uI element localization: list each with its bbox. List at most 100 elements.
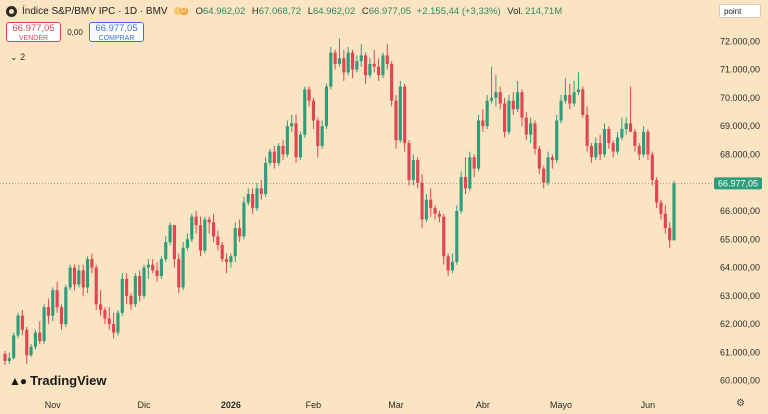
candle (385, 44, 389, 70)
candle (546, 151, 550, 186)
time-axis[interactable]: Nov Dic 2026 Feb Mar Abr Mayo Jun (45, 400, 655, 410)
candle-body (385, 55, 389, 64)
sell-button[interactable]: 66.977,05 VENDER (6, 22, 61, 42)
price-tick-label: 63.000,00 (720, 291, 760, 301)
candle (103, 307, 107, 325)
candle (350, 49, 355, 79)
candle (390, 61, 394, 107)
candle-body (194, 216, 198, 226)
candle-body (485, 100, 489, 127)
time-tick-label: Jun (641, 400, 656, 410)
candle (255, 182, 259, 211)
candle (424, 194, 428, 223)
candle (655, 177, 659, 209)
candle (259, 179, 263, 200)
candle (38, 321, 42, 344)
candle (16, 312, 20, 339)
candle-body (55, 290, 59, 308)
candle-body (607, 128, 611, 144)
candle (81, 264, 85, 296)
candle-body (7, 358, 11, 361)
candle-body (346, 52, 350, 73)
buy-button[interactable]: 66.977,05 COMPRAR (89, 22, 144, 42)
candle-body (298, 134, 302, 158)
status-dots: D (173, 7, 188, 15)
candle (642, 126, 646, 158)
trade-panel: 66.977,05 VENDER 0,00 66.977,05 COMPRAR (6, 22, 144, 42)
candle-body (481, 120, 485, 127)
settings-gear-icon[interactable]: ⚙ (736, 398, 745, 409)
candle (316, 117, 320, 158)
symbol-logo-icon[interactable] (6, 5, 17, 17)
candle (372, 49, 376, 73)
candle (337, 38, 342, 67)
candle (481, 109, 485, 132)
candle-body (172, 225, 176, 260)
candle-body (455, 211, 459, 262)
candle-body (311, 100, 315, 121)
candle-body (637, 145, 641, 155)
candle (242, 196, 246, 240)
candle-body (624, 123, 628, 129)
candle-body (211, 222, 216, 237)
candle (542, 165, 546, 189)
candle-body (307, 89, 311, 101)
volume-value: 214,71M (525, 5, 563, 17)
buy-label: COMPRAR (98, 34, 135, 42)
candle (533, 120, 537, 155)
symbol-title[interactable]: Índice S&P/BMV IPC · 1D · BMV (22, 5, 168, 17)
symbol-search-input[interactable] (719, 4, 761, 18)
candle-body (516, 92, 520, 110)
price-axis[interactable]: 72.000,00 71.000,00 70.000,00 69.000,00 68.0… (720, 36, 760, 385)
candle (33, 329, 37, 350)
candle (194, 211, 198, 234)
candle (216, 230, 220, 251)
candle-body (103, 309, 107, 319)
candle-body (672, 183, 676, 241)
candle (607, 126, 611, 149)
candle-body (155, 270, 159, 277)
candle-body (416, 160, 420, 183)
candle-body (29, 346, 33, 356)
low-value: 64.962,02 (312, 5, 356, 17)
indicators-count: 2 (20, 52, 26, 62)
candle-body (185, 239, 190, 248)
candle (524, 112, 528, 141)
last-price-tag: 66.977,05 (714, 177, 762, 190)
candle-body (620, 128, 624, 138)
indicators-toggle[interactable]: ⌄ 2 (10, 52, 25, 63)
candle (25, 326, 29, 364)
candle (559, 95, 563, 124)
candle (94, 264, 98, 310)
market-status-badge[interactable]: D (179, 7, 188, 15)
candle (3, 350, 7, 366)
candle (133, 273, 137, 308)
candle (489, 66, 494, 104)
candle-body (90, 259, 94, 268)
candle-body (368, 63, 372, 76)
candle-body (168, 225, 172, 243)
candle-body (372, 63, 376, 67)
candle (324, 83, 329, 129)
candle-body (303, 89, 307, 135)
candle-body (420, 182, 424, 220)
tradingview-logo[interactable]: ▲● TradingView (9, 373, 106, 388)
candle (238, 219, 242, 243)
candle-body (468, 157, 472, 189)
candle (446, 253, 450, 277)
candle-body (585, 114, 589, 146)
candle-body (411, 160, 415, 180)
candle-body (359, 55, 363, 62)
candle (159, 256, 163, 279)
candle (185, 233, 190, 251)
candle (472, 154, 476, 178)
candle-body (594, 143, 598, 158)
candle-body (59, 307, 64, 325)
candle (51, 287, 55, 322)
candle-body (272, 151, 276, 163)
candle-body (20, 315, 24, 330)
last-price-tag-box (714, 177, 762, 190)
candle-body (581, 89, 585, 115)
candle (277, 143, 281, 166)
